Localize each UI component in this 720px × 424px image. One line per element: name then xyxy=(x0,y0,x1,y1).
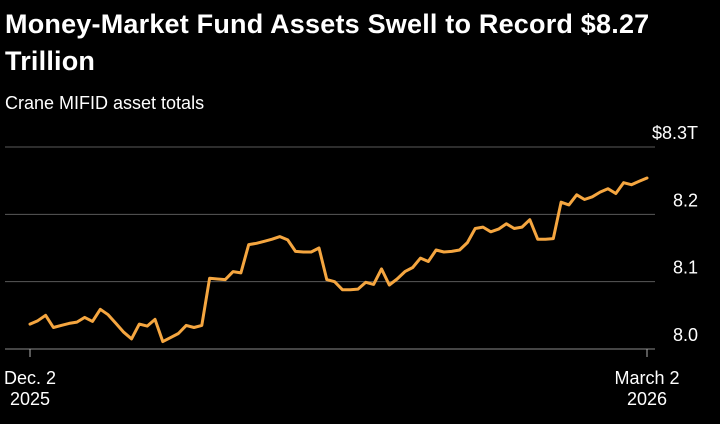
gridlines xyxy=(5,146,655,350)
y-axis-tick-labels: 8.0 8.1 8.2 $8.3T xyxy=(652,123,698,345)
chart-title: Money-Market Fund Assets Swell to Record… xyxy=(5,9,650,76)
y-tick-label: 8.2 xyxy=(673,190,698,210)
x-tick-label-year: 2026 xyxy=(627,389,667,409)
x-tick-label: Dec. 2 xyxy=(4,368,56,388)
x-tick-label: March 2 xyxy=(614,368,679,388)
chart-subtitle: Crane MIFID asset totals xyxy=(5,93,205,113)
x-tick-label-year: 2025 xyxy=(10,389,50,409)
series xyxy=(28,176,649,344)
y-tick-label: 8.1 xyxy=(673,258,698,278)
y-tick-label: $8.3T xyxy=(652,123,698,143)
series-line xyxy=(28,176,649,344)
y-tick-label: 8.0 xyxy=(673,325,698,345)
